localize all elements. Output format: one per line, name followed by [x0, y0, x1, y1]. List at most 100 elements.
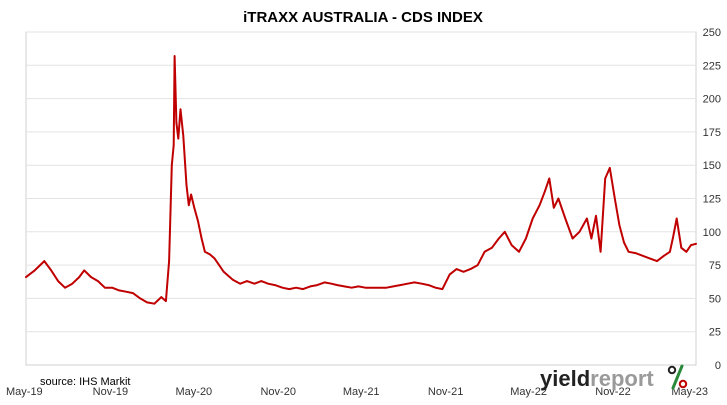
data-point-2023-01-20	[648, 257, 651, 260]
data-point-2021-01-10	[309, 285, 312, 288]
data-point-2019-05-20	[33, 269, 36, 272]
logo-part-yield: yield	[540, 366, 590, 391]
y-tick-label-75: 75	[709, 260, 721, 272]
data-point-2022-12-20	[634, 252, 637, 254]
data-point-2022-02-25	[498, 237, 500, 240]
data-point-2021-04-25	[357, 285, 360, 288]
data-point-2020-08-25	[246, 280, 248, 282]
data-point-2019-10-20	[104, 286, 106, 289]
data-point-2021-11-10	[448, 273, 451, 276]
data-point-2020-06-15	[213, 257, 216, 260]
data-point-2019-07-25	[64, 286, 66, 289]
data-point-2021-02-25	[330, 282, 333, 285]
data-point-2020-03-18	[172, 144, 175, 146]
data-point-2020-11-25	[288, 288, 291, 290]
data-point-2021-09-25	[427, 284, 430, 286]
data-point-2021-03-25	[343, 285, 346, 288]
data-point-2022-06-05	[543, 191, 546, 193]
data-point-2022-01-10	[476, 264, 479, 266]
y-tick-label-100: 100	[703, 227, 721, 239]
data-point-2022-11-25	[623, 241, 625, 244]
data-point-2022-10-25	[609, 167, 611, 169]
data-point-2019-10-05	[97, 280, 99, 282]
y-tick-label-150: 150	[703, 160, 721, 172]
data-point-2022-05-25	[538, 204, 541, 206]
data-point-2020-09-10	[253, 282, 256, 285]
data-point-2020-06-25	[218, 264, 220, 266]
data-point-2021-12-10	[462, 271, 465, 273]
x-tick-label-may-21: May-21	[343, 386, 380, 398]
x-tick-label-may-23: May-23	[671, 386, 708, 398]
data-point-2019-08-25	[78, 276, 80, 278]
data-point-2020-06-05	[209, 253, 211, 256]
data-point-2020-07-05	[222, 271, 225, 273]
data-point-2020-03-08	[168, 260, 170, 262]
data-point-2022-03-25	[510, 244, 513, 246]
data-point-2020-04-02	[179, 108, 182, 111]
data-point-2020-10-10	[267, 282, 269, 285]
data-point-2021-10-25	[441, 288, 444, 290]
data-point-2020-05-25	[204, 251, 206, 253]
data-point-2020-10-25	[274, 284, 276, 286]
data-point-2020-03-14	[171, 164, 173, 166]
data-point-2020-03-01	[165, 300, 167, 302]
data-point-2023-05-01	[695, 243, 697, 245]
data-point-2021-07-25	[399, 284, 402, 286]
yieldreport-logo: yieldreport	[540, 364, 688, 391]
data-point-2023-03-12	[672, 236, 674, 238]
y-tick-label-225: 225	[703, 60, 721, 72]
x-tick-label-nov-21: Nov-21	[428, 386, 463, 398]
data-point-2021-08-25	[413, 281, 416, 284]
series-line-cds-index	[25, 55, 697, 305]
data-point-2020-02-20	[160, 296, 163, 298]
data-point-2020-04-15	[185, 184, 188, 186]
data-point-2023-03-30	[680, 247, 683, 249]
data-point-2020-01-20	[146, 301, 148, 304]
data-point-2022-06-15	[548, 177, 551, 180]
data-point-2023-02-05	[656, 260, 658, 262]
data-point-2020-04-08	[182, 135, 185, 137]
data-point-2020-05-10	[197, 220, 199, 222]
data-point-2022-09-25	[595, 215, 597, 217]
data-point-2021-03-10	[336, 284, 339, 286]
data-point-2019-12-05	[125, 290, 127, 293]
data-point-2019-07-10	[57, 280, 59, 282]
data-point-2022-01-25	[483, 251, 486, 253]
data-point-2022-10-15	[604, 177, 606, 180]
data-point-2020-05-02	[193, 207, 196, 209]
data-point-2023-03-05	[669, 251, 671, 253]
data-point-2019-06-10	[43, 260, 46, 262]
y-tick-label-0: 0	[715, 360, 721, 372]
data-point-2022-11-05	[614, 197, 616, 200]
data-point-2019-06-25	[50, 269, 52, 272]
data-point-2023-04-20	[690, 244, 692, 246]
source-note: source: IHS Markit	[40, 376, 130, 388]
data-point-2020-04-20	[188, 204, 190, 206]
data-point-2020-04-25	[190, 193, 192, 196]
data-point-2021-09-10	[421, 282, 423, 285]
data-point-2021-12-25	[469, 268, 472, 270]
data-point-2022-02-10	[491, 247, 493, 249]
data-point-2019-11-20	[118, 289, 120, 292]
data-point-2022-03-10	[504, 231, 506, 233]
data-point-2020-03-28	[177, 137, 180, 140]
data-point-2022-07-20	[564, 217, 567, 220]
data-point-2021-06-25	[385, 286, 388, 289]
logo-wordmark: yieldreport	[540, 366, 654, 391]
data-point-2021-06-10	[378, 286, 381, 289]
data-point-2021-08-10	[406, 282, 409, 285]
data-point-2023-03-20	[675, 217, 678, 220]
data-point-2023-02-20	[663, 255, 665, 257]
data-point-2022-04-25	[525, 237, 527, 240]
data-point-2022-07-05	[557, 197, 560, 200]
data-point-2022-12-05	[627, 251, 630, 253]
logo-percent-icon	[667, 364, 688, 390]
y-tick-label-125: 125	[703, 194, 721, 206]
y-tick-label-175: 175	[703, 127, 721, 139]
y-tick-label-50: 50	[709, 293, 721, 305]
data-point-2022-10-05	[599, 251, 602, 253]
data-point-2021-05-10	[364, 286, 367, 289]
data-point-2020-12-10	[295, 286, 297, 289]
